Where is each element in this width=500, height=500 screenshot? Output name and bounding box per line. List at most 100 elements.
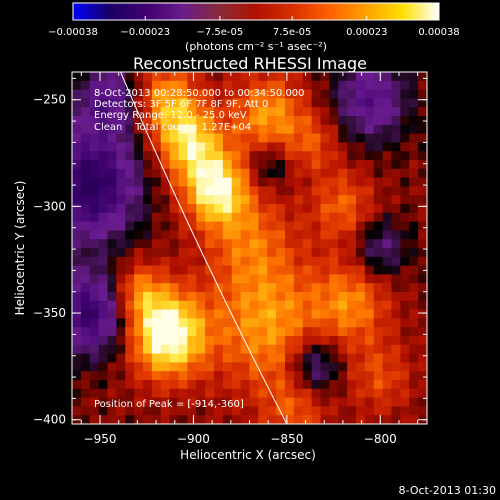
heatmap-cell xyxy=(258,371,268,381)
heatmap-cell xyxy=(89,195,100,205)
heatmap-cell xyxy=(382,406,392,416)
heatmap-cell xyxy=(196,318,206,328)
heatmap-cell xyxy=(240,362,250,372)
heatmap-cell xyxy=(72,406,82,416)
heatmap-cell xyxy=(89,151,100,161)
heatmap-cell xyxy=(356,239,366,249)
heatmap-cell xyxy=(80,388,91,398)
heatmap-cell xyxy=(107,89,117,99)
heatmap-cell xyxy=(302,212,313,222)
heatmap-cell xyxy=(364,327,375,337)
heatmap-cell xyxy=(285,116,295,126)
heatmap-cell xyxy=(134,336,144,346)
heatmap-cell xyxy=(373,274,384,284)
heatmap-cell xyxy=(347,142,357,152)
heatmap-cell xyxy=(169,89,179,99)
heatmap-cell xyxy=(276,195,286,205)
heatmap-cell xyxy=(116,107,126,117)
heatmap-cell xyxy=(276,256,286,266)
heatmap-cell xyxy=(134,283,144,293)
heatmap-cell xyxy=(116,177,126,187)
y-axis-label: Heliocentric Y (arcsec) xyxy=(13,181,27,316)
heatmap-cell xyxy=(98,98,108,108)
heatmap-cell xyxy=(418,124,427,134)
heatmap-cell xyxy=(409,107,419,117)
heatmap-cell xyxy=(293,406,304,416)
heatmap-cell xyxy=(240,204,250,214)
heatmap-cell xyxy=(80,221,91,231)
x-tick-label: −850 xyxy=(270,432,303,446)
heatmap-cell xyxy=(356,292,366,302)
heatmap-cell xyxy=(400,327,410,337)
heatmap-cell xyxy=(205,177,215,187)
heatmap-cell xyxy=(267,230,277,240)
heatmap-cell xyxy=(231,204,242,214)
heatmap-cell xyxy=(311,256,321,266)
heatmap-cell xyxy=(267,186,277,196)
heatmap-cell xyxy=(214,336,224,346)
heatmap-cell xyxy=(267,221,277,231)
heatmap-cell xyxy=(231,195,242,205)
heatmap-cell xyxy=(293,142,304,152)
heatmap-cell xyxy=(116,380,126,390)
heatmap-cell xyxy=(400,388,410,398)
heatmap-cell xyxy=(382,362,392,372)
heatmap-cell xyxy=(169,248,179,258)
heatmap-cell xyxy=(418,221,427,231)
heatmap-cell xyxy=(356,380,366,390)
heatmap-cell xyxy=(98,380,108,390)
heatmap-cell xyxy=(187,380,197,390)
heatmap-cell xyxy=(205,186,215,196)
heatmap-cell xyxy=(249,380,259,390)
heatmap-cell xyxy=(320,195,330,205)
heatmap-cell xyxy=(160,204,171,214)
heatmap-cell xyxy=(276,186,286,196)
heatmap-cell xyxy=(356,142,366,152)
heatmap-cell xyxy=(214,388,224,398)
heatmap-cell xyxy=(267,151,277,161)
heatmap-cell xyxy=(338,362,348,372)
heatmap-cell xyxy=(89,318,100,328)
heatmap-cell xyxy=(364,98,375,108)
heatmap-cell xyxy=(125,221,135,231)
annotation-energy-range: Energy Range: 12.0 - 25.0 keV xyxy=(94,110,247,121)
heatmap-cell xyxy=(320,248,330,258)
heatmap-cell xyxy=(329,107,339,117)
heatmap-cell xyxy=(311,204,321,214)
heatmap-cell xyxy=(169,98,179,108)
heatmap-cell xyxy=(418,380,427,390)
heatmap-cell xyxy=(134,265,144,275)
heatmap-cell xyxy=(329,318,339,328)
heatmap-cell xyxy=(258,72,268,82)
heatmap-cell xyxy=(293,265,304,275)
heatmap-cell xyxy=(373,133,384,143)
heatmap-cell xyxy=(98,248,108,258)
heatmap-cell xyxy=(356,344,366,354)
heatmap-cell xyxy=(347,221,357,231)
heatmap-cell xyxy=(98,177,108,187)
heatmap-cell xyxy=(249,98,259,108)
heatmap-cell xyxy=(187,388,197,398)
heatmap-cell xyxy=(409,160,419,170)
heatmap-cell xyxy=(143,300,153,310)
heatmap-cell xyxy=(125,124,135,134)
heatmap-cell xyxy=(285,248,295,258)
heatmap-cell xyxy=(160,212,171,222)
heatmap-cell xyxy=(382,177,392,187)
heatmap-cell xyxy=(205,151,215,161)
heatmap-cell xyxy=(356,265,366,275)
heatmap-cell xyxy=(320,72,330,82)
heatmap-cell xyxy=(125,397,135,407)
heatmap-cell xyxy=(258,221,268,231)
heatmap-cell xyxy=(347,72,357,82)
heatmap-cell xyxy=(329,195,339,205)
heatmap-cell xyxy=(409,98,419,108)
heatmap-cell xyxy=(72,133,82,143)
heatmap-cell xyxy=(196,212,206,222)
heatmap-cell xyxy=(267,195,277,205)
heatmap-cell xyxy=(249,344,259,354)
heatmap-cell xyxy=(107,221,117,231)
heatmap-cell xyxy=(373,142,384,152)
heatmap-cell xyxy=(214,160,224,170)
heatmap-cell xyxy=(249,248,259,258)
